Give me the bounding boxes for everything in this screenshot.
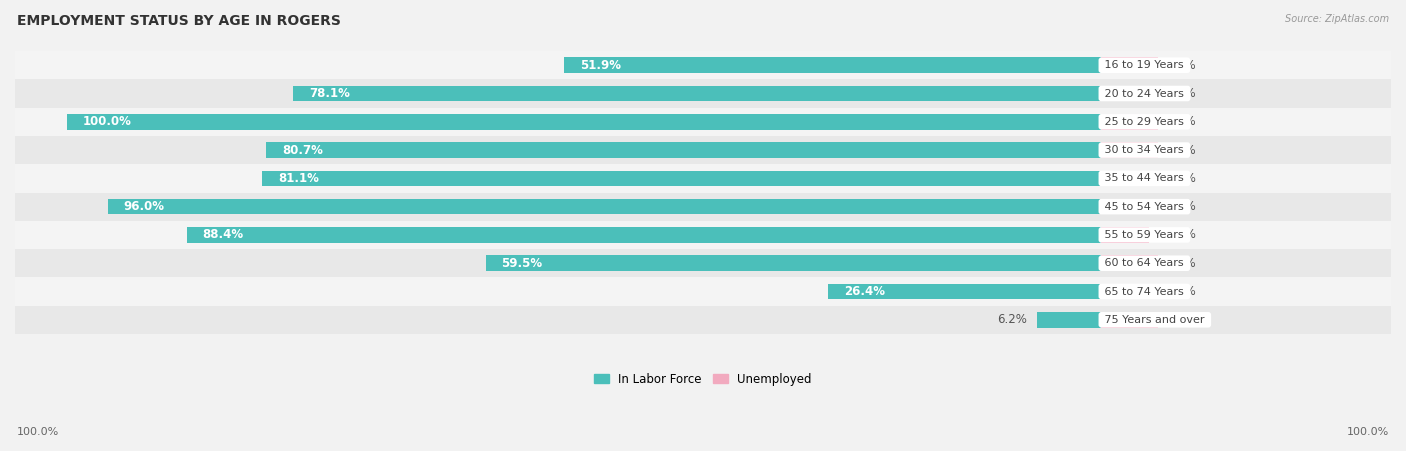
Text: 30 to 34 Years: 30 to 34 Years (1101, 145, 1188, 155)
Text: 60 to 64 Years: 60 to 64 Years (1101, 258, 1188, 268)
Text: 20 to 24 Years: 20 to 24 Years (1101, 88, 1188, 98)
Text: EMPLOYMENT STATUS BY AGE IN ROGERS: EMPLOYMENT STATUS BY AGE IN ROGERS (17, 14, 340, 28)
Text: 26.4%: 26.4% (844, 285, 884, 298)
Bar (1101, 255, 1159, 271)
Bar (15, 79, 1391, 108)
Bar (15, 136, 1391, 164)
Text: 0.0%: 0.0% (1167, 257, 1197, 270)
Bar (1101, 86, 1159, 101)
Text: 0.7%: 0.7% (1167, 285, 1197, 298)
Bar (15, 108, 1391, 136)
Text: 81.1%: 81.1% (278, 172, 319, 185)
Text: 4.6%: 4.6% (1167, 229, 1197, 241)
Text: 0.0%: 0.0% (1167, 313, 1197, 326)
Bar (1101, 143, 1159, 158)
Bar (1101, 199, 1111, 214)
Text: 75 Years and over: 75 Years and over (1101, 315, 1208, 325)
Bar (1038, 312, 1101, 327)
Bar (1101, 284, 1108, 299)
Bar (1101, 312, 1159, 327)
Bar (294, 86, 1101, 101)
Text: 0.0%: 0.0% (1167, 59, 1197, 72)
Bar (1101, 170, 1123, 186)
Bar (1101, 57, 1159, 73)
Bar (187, 227, 1101, 243)
Text: 59.5%: 59.5% (502, 257, 543, 270)
Bar (15, 221, 1391, 249)
Bar (15, 277, 1391, 306)
Bar (266, 143, 1101, 158)
Text: 45 to 54 Years: 45 to 54 Years (1101, 202, 1188, 212)
Bar (66, 114, 1101, 129)
Text: 0.9%: 0.9% (1167, 200, 1197, 213)
Bar (15, 249, 1391, 277)
Text: 25 to 29 Years: 25 to 29 Years (1101, 117, 1188, 127)
Bar (828, 284, 1101, 299)
Text: Source: ZipAtlas.com: Source: ZipAtlas.com (1285, 14, 1389, 23)
Text: 0.0%: 0.0% (1167, 87, 1197, 100)
Bar (15, 306, 1391, 334)
Bar (108, 199, 1101, 214)
Text: 78.1%: 78.1% (309, 87, 350, 100)
Text: 6.2%: 6.2% (997, 313, 1026, 326)
Bar (1101, 227, 1149, 243)
Bar (15, 164, 1391, 193)
Bar (1101, 114, 1159, 129)
Bar (564, 57, 1101, 73)
Text: 100.0%: 100.0% (1347, 428, 1389, 437)
Text: 80.7%: 80.7% (283, 143, 323, 156)
Bar (15, 51, 1391, 79)
Text: 100.0%: 100.0% (17, 428, 59, 437)
Text: 35 to 44 Years: 35 to 44 Years (1101, 173, 1188, 184)
Text: 55 to 59 Years: 55 to 59 Years (1101, 230, 1188, 240)
Text: 51.9%: 51.9% (579, 59, 621, 72)
Bar (263, 170, 1101, 186)
Text: 65 to 74 Years: 65 to 74 Years (1101, 286, 1188, 296)
Text: 16 to 19 Years: 16 to 19 Years (1101, 60, 1188, 70)
Bar (485, 255, 1101, 271)
Bar (15, 193, 1391, 221)
Legend: In Labor Force, Unemployed: In Labor Force, Unemployed (589, 368, 817, 390)
Text: 88.4%: 88.4% (202, 229, 243, 241)
Text: 2.2%: 2.2% (1167, 172, 1197, 185)
Text: 0.0%: 0.0% (1167, 143, 1197, 156)
Text: 0.0%: 0.0% (1167, 115, 1197, 128)
Text: 96.0%: 96.0% (124, 200, 165, 213)
Text: 100.0%: 100.0% (82, 115, 131, 128)
